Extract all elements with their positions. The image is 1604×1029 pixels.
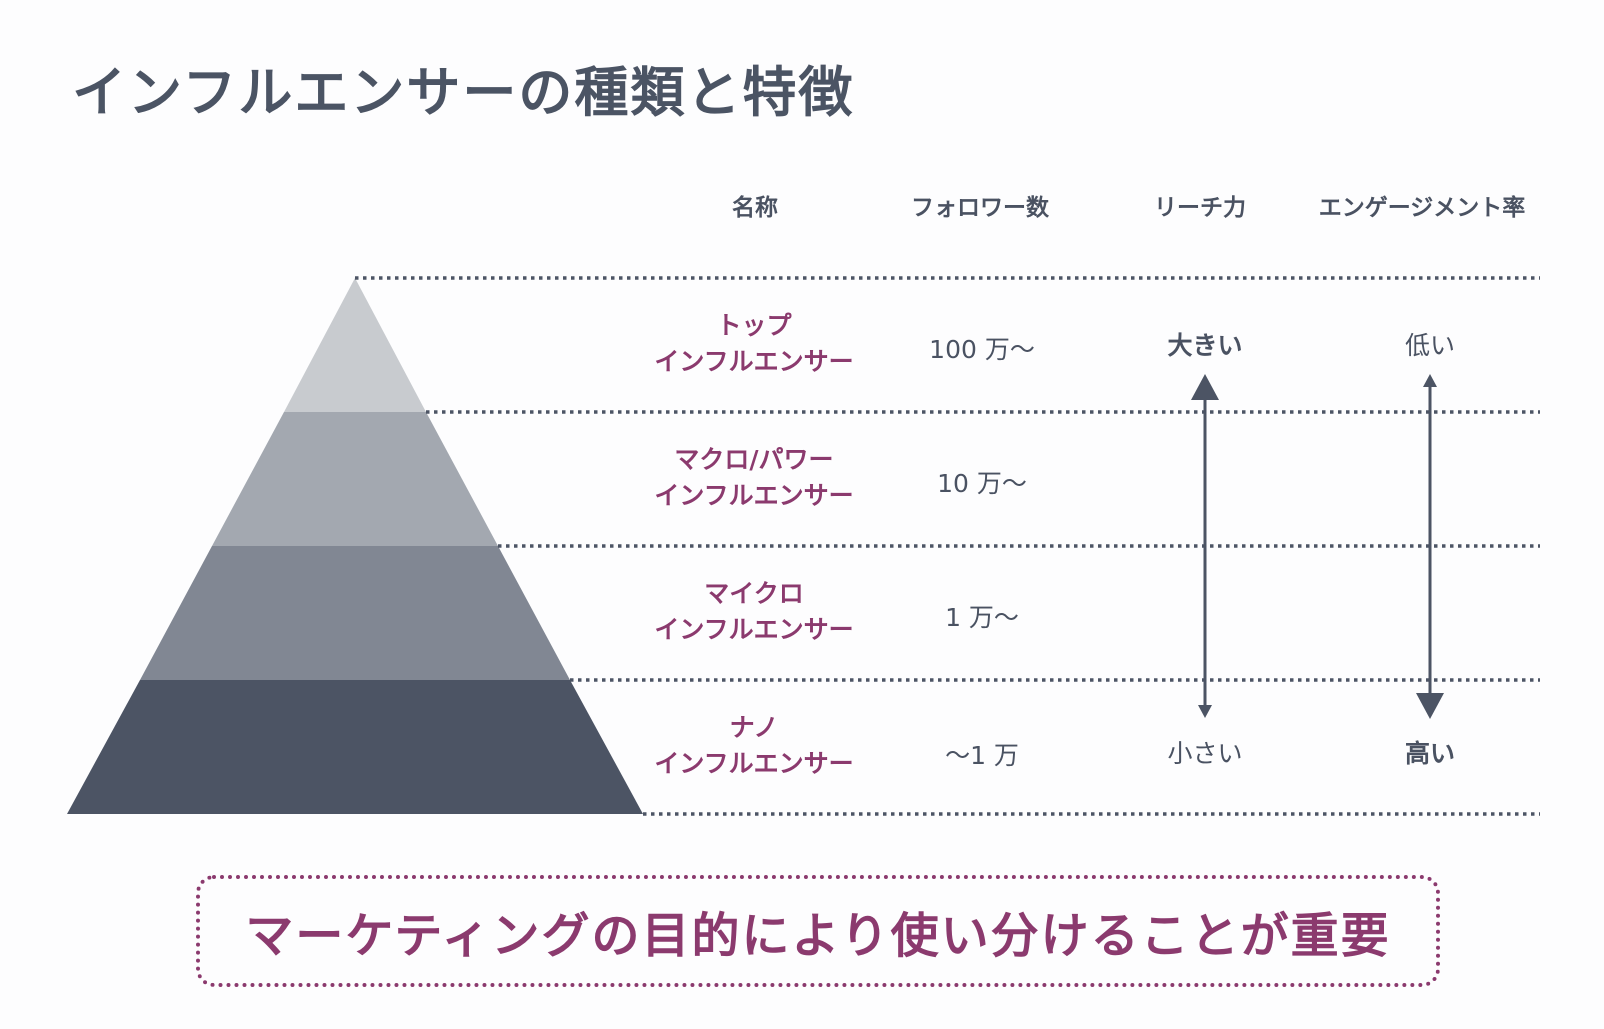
followers-top: 100 万〜	[929, 335, 1035, 364]
row-name-line2: インフルエンサー	[654, 749, 854, 778]
row-name-line1: マイクロ	[704, 579, 804, 608]
followers-macro: 10 万〜	[937, 469, 1027, 498]
header-name: 名称	[732, 195, 778, 221]
followers-nano: 〜1 万	[945, 741, 1019, 770]
header-followers: フォロワー数	[911, 195, 1049, 221]
row-name-nano: ナノ インフルエンサー	[634, 710, 874, 782]
row-name-line2: インフルエンサー	[654, 481, 854, 510]
engagement-high-label: 高い	[1404, 739, 1456, 768]
row-name-line1: マクロ/パワー	[674, 445, 834, 474]
followers-micro: 1 万〜	[945, 603, 1019, 632]
pyramid-tier-top	[284, 278, 426, 412]
row-name-line1: ナノ	[729, 713, 779, 742]
reach-arrow	[1191, 374, 1219, 718]
pyramid-tier-micro	[140, 546, 570, 680]
reach-low-label: 小さい	[1167, 739, 1243, 768]
row-name-macro: マクロ/パワー インフルエンサー	[634, 442, 874, 514]
engagement-arrow	[1416, 374, 1444, 719]
header-engagement: エンゲージメント率	[1318, 195, 1526, 221]
pyramid-tier-macro	[212, 412, 498, 546]
conclusion-text: マーケティングの目的により使い分けることが重要	[245, 908, 1391, 964]
engagement-low-label: 低い	[1404, 331, 1456, 360]
row-name-micro: マイクロ インフルエンサー	[634, 576, 874, 648]
reach-high-label: 大きい	[1167, 331, 1243, 360]
conclusion-box: マーケティングの目的により使い分けることが重要	[196, 875, 1440, 987]
page-title: インフルエンサーの種類と特徴	[72, 61, 855, 124]
row-name-top: トップ インフルエンサー	[634, 308, 874, 380]
row-name-line2: インフルエンサー	[654, 347, 854, 376]
header-reach: リーチ力	[1154, 195, 1246, 221]
pyramid-tier-nano	[67, 680, 643, 814]
row-name-line2: インフルエンサー	[654, 615, 854, 644]
row-name-line1: トップ	[716, 311, 792, 340]
